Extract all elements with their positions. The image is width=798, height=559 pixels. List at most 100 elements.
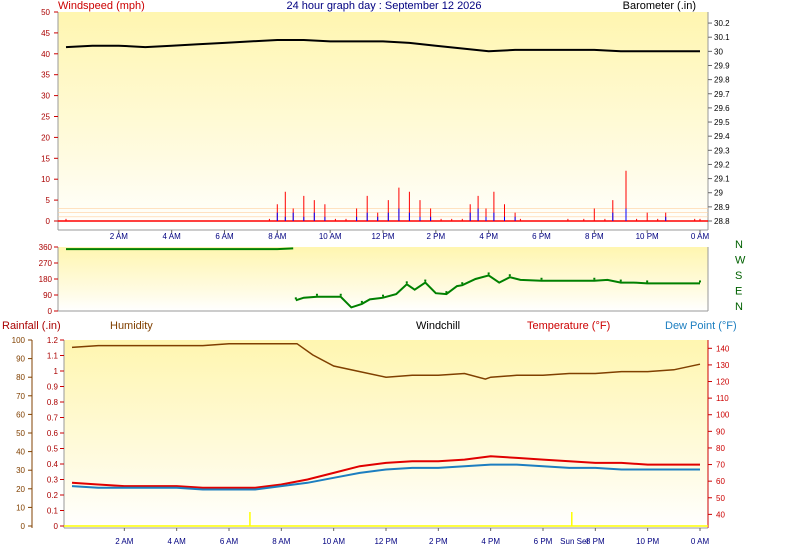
- temp-x-tick-label: 8 PM: [586, 537, 605, 546]
- wind-tick-label: 40: [41, 50, 50, 59]
- direction-tick-label: 360: [39, 243, 53, 252]
- chart-title: 24 hour graph day : September 12 2026: [286, 0, 481, 12]
- humidity-tick-label: 90: [16, 355, 25, 364]
- temp-tick-label: 130: [716, 361, 730, 370]
- compass-label: N: [735, 239, 743, 251]
- direction-scatter-point: [508, 274, 511, 277]
- rain-tick-label: 0: [54, 522, 59, 531]
- wind-x-tick-label: 4 AM: [163, 232, 182, 241]
- temp-tick-label: 100: [716, 411, 730, 420]
- rain-tick-label: 0.9: [47, 383, 59, 392]
- temp-x-tick-label: 8 AM: [272, 537, 291, 546]
- rain-tick-label: 0.8: [47, 398, 59, 407]
- temp-tick-label: 50: [716, 494, 725, 503]
- direction-scatter-point: [315, 293, 318, 296]
- direction-scatter-point: [445, 291, 448, 294]
- humidity-tick-label: 30: [16, 466, 25, 475]
- direction-scatter-point: [360, 300, 363, 303]
- rainfall-axis-label: Rainfall (.in): [2, 320, 61, 332]
- temp-tick-label: 60: [716, 477, 725, 486]
- temperature-panel: 0 10 20 30 40 50 60 70 80 90 100 0 0.1 0.2 0.3 0.4 0.5 0.…: [12, 336, 730, 546]
- rain-tick-label: 0.6: [47, 429, 59, 438]
- rain-tick-label: 1: [54, 367, 59, 376]
- temp-tick-label: 140: [716, 344, 730, 353]
- wind-panel-background: [58, 12, 708, 230]
- wind-x-tick-label: 12 PM: [371, 232, 394, 241]
- direction-scatter-point: [424, 279, 427, 282]
- dewpoint-series: [71, 463, 700, 491]
- wind-panel: 0 5 10 15 20 25 30 35 40 45 50 28.8 28.9 29 29.1 29.2 29…: [41, 8, 730, 241]
- wind-x-tick-label: 8 PM: [585, 232, 604, 241]
- barometer-tick-label: 30.2: [714, 19, 730, 28]
- compass-label: N: [735, 301, 743, 313]
- barometer-axis-label: Barometer (.in): [623, 0, 696, 12]
- wind-x-tick-label: 10 AM: [319, 232, 342, 241]
- temp-tick-label: 120: [716, 378, 730, 387]
- direction-scatter-point: [461, 282, 464, 285]
- wind-tick-label: 25: [41, 113, 50, 122]
- temp-x-tick-label: 2 PM: [429, 537, 448, 546]
- windspeed-axis-label: Windspeed (mph): [58, 0, 145, 12]
- rain-tick-label: 1.1: [47, 352, 59, 361]
- rain-tick-label: 0.1: [47, 507, 59, 516]
- wind-tick-label: 5: [46, 196, 51, 205]
- barometer-tick-label: 29.5: [714, 118, 730, 127]
- barometer-tick-label: 28.8: [714, 217, 730, 226]
- rain-tick-label: 0.2: [47, 491, 59, 500]
- humidity-tick-label: 0: [21, 522, 26, 531]
- direction-panel-background: [58, 247, 708, 311]
- barometer-tick-label: 29.6: [714, 104, 730, 113]
- barometer-tick-label: 29.9: [714, 61, 730, 70]
- humidity-tick-label: 60: [16, 410, 25, 419]
- rain-tick-label: 0.5: [47, 445, 59, 454]
- sunset-annotation: Sun Set: [560, 537, 589, 546]
- temp-x-tick-label: 4 AM: [168, 537, 187, 546]
- direction-scatter-point: [619, 279, 622, 282]
- wind-x-tick-label: 10 PM: [636, 232, 659, 241]
- wind-tick-label: 30: [41, 92, 50, 101]
- wind-tick-label: 20: [41, 133, 50, 142]
- wind-x-tick-label: 6 AM: [215, 232, 234, 241]
- temp-x-tick-label: 10 PM: [636, 537, 659, 546]
- temperature-axis-label: Temperature (°F): [527, 320, 610, 332]
- barometer-tick-label: 30: [714, 47, 723, 56]
- wind-x-tick-label: 2 PM: [426, 232, 445, 241]
- direction-tick-label: 0: [48, 307, 53, 316]
- direction-scatter-point: [593, 277, 596, 280]
- wind-x-tick-label: 2 AM: [110, 232, 129, 241]
- temp-x-tick-label: 0 AM: [691, 537, 710, 546]
- humidity-tick-label: 50: [16, 429, 25, 438]
- direction-series-late: [295, 274, 700, 309]
- windchill-label: Windchill: [416, 320, 460, 332]
- direction-scatter-point: [339, 293, 342, 296]
- compass-label: S: [735, 270, 742, 282]
- wind-x-tick-label: 8 AM: [268, 232, 287, 241]
- humidity-axis-label: Humidity: [110, 320, 153, 332]
- wind-x-tick-label: 6 PM: [532, 232, 551, 241]
- rain-tick-label: 1.2: [47, 336, 59, 345]
- rain-tick-label: 0.3: [47, 476, 59, 485]
- humidity-tick-label: 20: [16, 485, 25, 494]
- temp-x-tick-label: 10 AM: [322, 537, 345, 546]
- direction-tick-label: 180: [39, 275, 53, 284]
- wind-average-series: [276, 208, 667, 221]
- wind-tick-label: 0: [46, 217, 51, 226]
- temperature-panel-background: [64, 340, 708, 528]
- barometer-tick-label: 29: [714, 189, 723, 198]
- barometer-tick-label: 29.2: [714, 160, 730, 169]
- wind-tick-label: 15: [41, 154, 50, 163]
- temp-x-tick-label: 12 PM: [374, 537, 397, 546]
- temp-x-tick-label: 6 PM: [534, 537, 553, 546]
- wind-tick-label: 10: [41, 175, 50, 184]
- direction-tick-label: 270: [39, 259, 53, 268]
- direction-scatter-point: [487, 272, 490, 275]
- temp-tick-label: 40: [716, 510, 725, 519]
- humidity-series: [71, 342, 701, 380]
- compass-label: E: [735, 286, 742, 298]
- humidity-tick-label: 10: [16, 503, 25, 512]
- barometer-tick-label: 29.1: [714, 175, 730, 184]
- direction-scatter-point: [294, 297, 297, 300]
